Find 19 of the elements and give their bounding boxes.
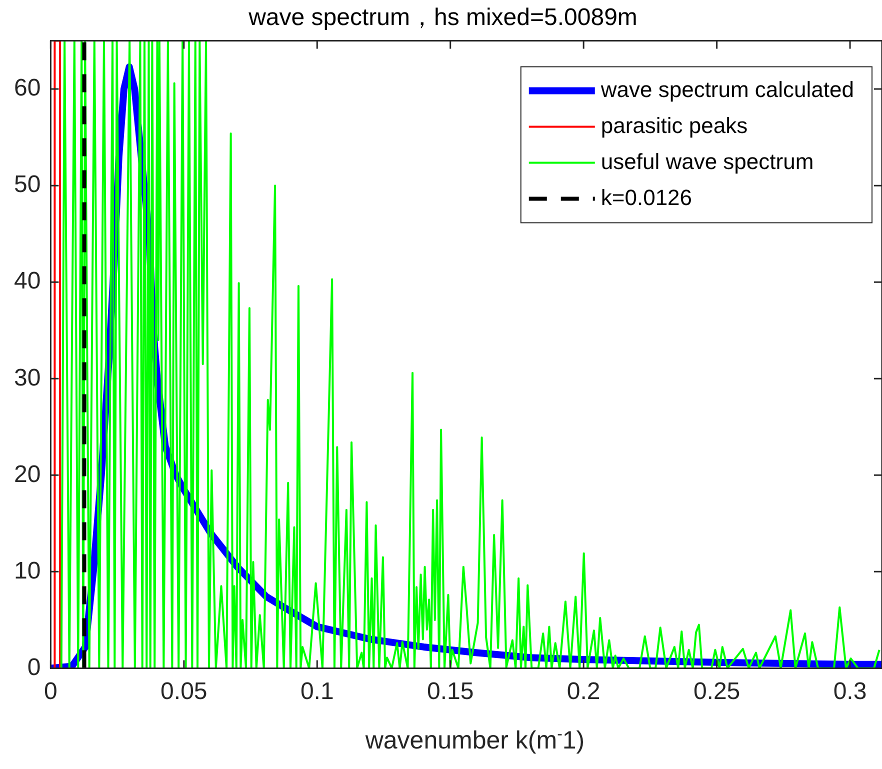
legend-label: useful wave spectrum <box>600 148 814 174</box>
x-tick-label: 0.1 <box>300 678 334 706</box>
x-tick-label: 0.05 <box>160 678 208 706</box>
x-tick-label: 0.15 <box>427 678 474 706</box>
legend-label: k=0.0126 <box>600 184 692 210</box>
y-tick-label: 20 <box>14 460 41 488</box>
legend-label: parasitic peaks <box>600 112 748 138</box>
y-tick-label: 0 <box>27 654 41 681</box>
chart-title: wave spectrum，hs mixed=5.0089m <box>248 4 638 32</box>
y-tick-label: 60 <box>14 74 41 102</box>
x-axis-title: wavenumber k(m$^{-}$1) <box>364 726 586 756</box>
x-tick-label: 0.2 <box>566 678 600 706</box>
y-tick-label: 30 <box>14 364 41 392</box>
x-tick-label: 0.3 <box>833 678 867 706</box>
x-tick-label: 0.25 <box>693 678 740 706</box>
y-tick-label: 40 <box>14 268 41 295</box>
legend-label: wave spectrum calculated <box>600 76 854 102</box>
y-tick-label: 50 <box>14 171 41 198</box>
y-tick-label: 10 <box>14 557 41 584</box>
